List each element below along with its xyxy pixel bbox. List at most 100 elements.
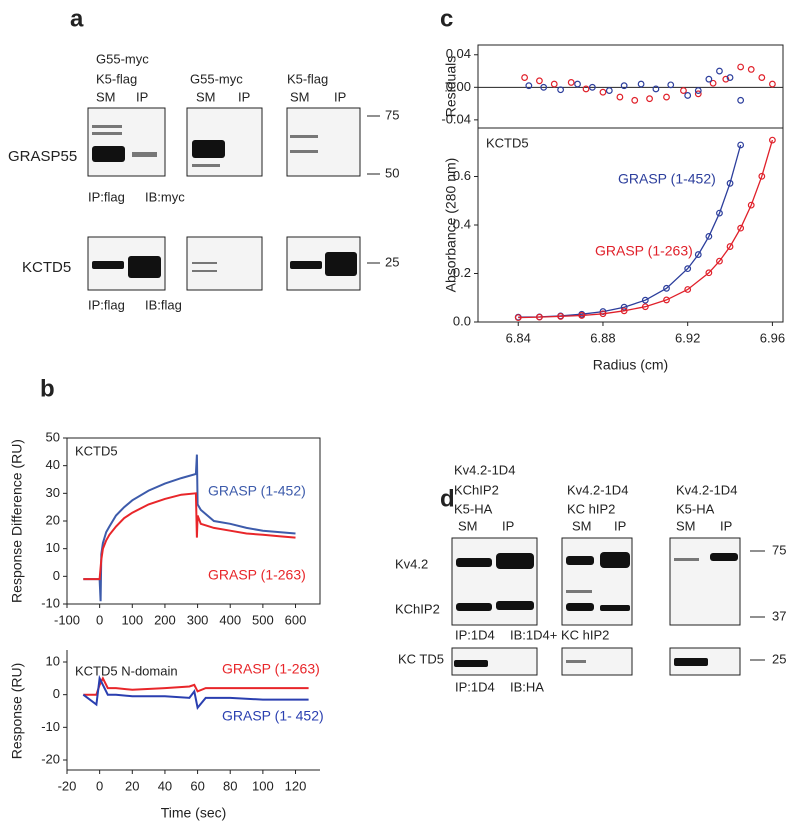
x-tick-label: 6.84: [506, 330, 531, 345]
point: [726, 74, 734, 81]
series-label: GRASP (1-263): [595, 243, 693, 259]
lane-label: SM: [290, 89, 310, 104]
y-tick-label: -0.04: [441, 111, 471, 126]
point: [514, 314, 522, 322]
blot-note: IB:myc: [145, 189, 185, 204]
lane-label: IP: [720, 518, 732, 533]
blot-header: K5-HA: [676, 501, 715, 516]
row-label: KCTD5: [22, 259, 71, 276]
x-tick-label: 100: [121, 612, 143, 627]
row-label: GRASP55: [8, 148, 77, 165]
lane-label: IP: [334, 89, 346, 104]
band: [566, 603, 594, 611]
blot-d: Kv4.2-1D4 KChIP2 K5-HA SM IP Kv4.2-1D4 K…: [395, 462, 786, 694]
point: [605, 87, 613, 94]
band: [496, 601, 534, 610]
y-tick-label: -20: [41, 751, 60, 766]
panel-label: a: [70, 5, 84, 32]
y-tick-label: 40: [46, 457, 60, 472]
band: [290, 261, 322, 269]
band: [132, 152, 157, 157]
row-label: KChIP2: [395, 601, 440, 616]
size-marker: 75: [772, 542, 786, 557]
point: [667, 81, 675, 89]
point: [525, 82, 533, 90]
y-tick-label: 0: [53, 568, 60, 583]
band: [674, 658, 708, 666]
lane-label: IP: [238, 89, 250, 104]
blot-header: G55-myc: [96, 51, 149, 66]
point: [550, 80, 558, 88]
point: [737, 63, 745, 71]
y-tick-label: 0: [53, 686, 60, 701]
blot-header: Kv4.2-1D4: [567, 482, 628, 497]
blot-box: [286, 107, 361, 177]
y-tick-label: -10: [41, 595, 60, 610]
point: [737, 96, 745, 104]
point: [769, 136, 776, 144]
point: [536, 77, 543, 85]
band: [290, 135, 318, 138]
blot-note: IB:1D4+ KC hIP2: [510, 627, 609, 642]
series-label: GRASP (1-263): [222, 661, 320, 677]
lane-label: IP: [502, 518, 514, 533]
series-line: [83, 676, 309, 696]
y-tick-label: 10: [46, 653, 60, 668]
blot-header: K5-flag: [96, 71, 137, 86]
x-axis-label: Time (sec): [161, 805, 227, 821]
lane-label: SM: [572, 518, 592, 533]
blot-header: Kv4.2-1D4: [454, 462, 515, 477]
point: [557, 313, 565, 320]
point: [709, 79, 717, 87]
point: [705, 75, 713, 83]
band: [600, 552, 630, 568]
point: [716, 257, 723, 265]
blot-note: IP:1D4: [455, 627, 495, 642]
band: [566, 660, 586, 663]
y-tick-label: 20: [46, 512, 60, 527]
point: [705, 269, 713, 277]
point: [567, 79, 575, 86]
point: [769, 80, 776, 88]
annotation: KCTD5: [75, 443, 118, 458]
point: [663, 284, 670, 292]
point: [716, 67, 723, 75]
blot-header: G55-myc: [190, 71, 243, 86]
band: [674, 558, 699, 561]
y-axis-label: Absorbance (280 nm): [443, 158, 459, 293]
point: [620, 307, 628, 315]
y-tick-label: 0.2: [453, 265, 471, 280]
point: [705, 232, 713, 240]
blot-note: IB:HA: [510, 679, 544, 694]
x-axis-label: Radius (cm): [593, 357, 668, 373]
point: [641, 296, 649, 304]
x-tick-label: 6.92: [675, 330, 700, 345]
band: [290, 150, 318, 153]
blot-header: K5-HA: [454, 501, 493, 516]
panel-label: b: [40, 375, 55, 402]
series-line: [82, 674, 309, 710]
point: [722, 75, 730, 83]
x-tick-label: 80: [223, 778, 237, 793]
blot-a: G55-myc K5-flag SM IP G55-myc SM IP K5-f…: [8, 51, 399, 312]
point: [716, 209, 723, 217]
point: [646, 95, 653, 103]
x-tick-label: 6.96: [760, 330, 785, 345]
blot-note: IB:flag: [145, 297, 182, 312]
y-tick-label: 10: [46, 540, 60, 555]
band: [456, 558, 492, 567]
point: [663, 93, 670, 101]
point: [680, 87, 687, 94]
x-tick-label: 200: [154, 612, 176, 627]
row-label: Kv4.2: [395, 556, 428, 571]
point: [616, 93, 624, 101]
band: [192, 140, 225, 158]
blot-note: IP:flag: [88, 297, 125, 312]
point: [684, 265, 692, 273]
band: [566, 590, 592, 593]
series-label: GRASP (1-452): [618, 171, 716, 187]
x-tick-label: 600: [285, 612, 307, 627]
band: [600, 605, 630, 611]
blot-header: KC hIP2: [567, 501, 615, 516]
blot-header: Kv4.2-1D4: [676, 482, 737, 497]
